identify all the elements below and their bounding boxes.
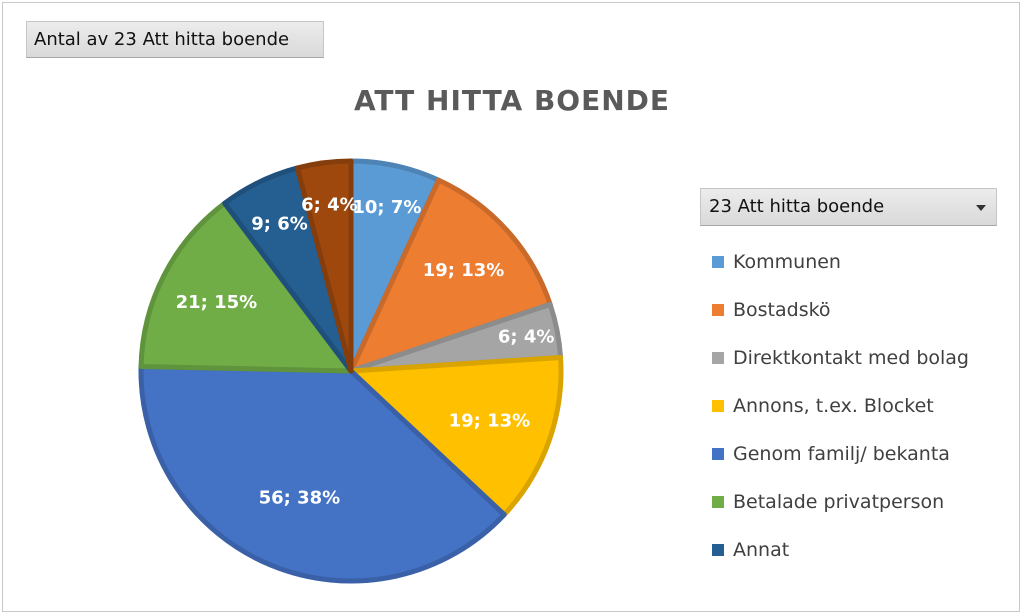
- legend-label: Direktkontakt med bolag: [733, 347, 969, 369]
- legend-filter-dropdown[interactable]: 23 Att hitta boende: [700, 188, 997, 226]
- pie-slice-8[interactable]: [294, 158, 354, 374]
- data-label-3: 6; 4%: [498, 327, 555, 348]
- pie-slice-4[interactable]: [348, 354, 564, 518]
- data-label-7: 9; 6%: [251, 214, 308, 235]
- legend-label: Betalade privatperson: [733, 491, 945, 513]
- legend-item[interactable]: Annat: [700, 526, 1000, 574]
- data-label-6: 21; 15%: [176, 292, 258, 313]
- legend: 23 Att hitta boende Kommunen Bostadskö Dir…: [700, 188, 1000, 574]
- value-field-button[interactable]: Antal av 23 Att hitta boende: [26, 21, 324, 58]
- data-label-1: 10; 7%: [352, 197, 421, 218]
- legend-item[interactable]: Bostadskö: [700, 286, 1000, 334]
- legend-label: Kommunen: [733, 251, 841, 273]
- data-label-2: 19; 13%: [423, 260, 505, 281]
- legend-item[interactable]: Direktkontakt med bolag: [700, 334, 1000, 382]
- legend-item[interactable]: Betalade privatperson: [700, 478, 1000, 526]
- data-label-8: 6; 4%: [301, 194, 358, 215]
- legend-label: Bostadskö: [733, 299, 831, 321]
- pie-slice-5[interactable]: [138, 363, 507, 584]
- legend-label: Genom familj/ bekanta: [733, 443, 950, 465]
- legend-swatch: [712, 496, 724, 508]
- pie-slice-2[interactable]: [348, 177, 553, 374]
- legend-title: 23 Att hitta boende: [709, 196, 885, 217]
- legend-swatch: [712, 256, 724, 268]
- legend-swatch: [712, 448, 724, 460]
- pie-slice-6[interactable]: [138, 200, 354, 374]
- data-label-4: 19; 13%: [449, 411, 531, 432]
- data-label-5: 56; 38%: [259, 487, 341, 508]
- chart-title: ATT HITTA BOENDE: [353, 84, 671, 117]
- legend-item[interactable]: Kommunen: [700, 238, 1000, 286]
- legend-item[interactable]: Annons, t.ex. Blocket: [700, 382, 1000, 430]
- legend-swatch: [712, 352, 724, 364]
- legend-label: Annons, t.ex. Blocket: [733, 395, 934, 417]
- legend-swatch: [712, 304, 724, 316]
- legend-swatch: [712, 544, 724, 556]
- chevron-down-icon[interactable]: [976, 205, 986, 211]
- legend-item[interactable]: Genom familj/ bekanta: [700, 430, 1000, 478]
- legend-label: Annat: [733, 539, 790, 561]
- legend-swatch: [712, 400, 724, 412]
- legend-items: Kommunen Bostadskö Direktkontakt med bolag…: [700, 238, 1000, 574]
